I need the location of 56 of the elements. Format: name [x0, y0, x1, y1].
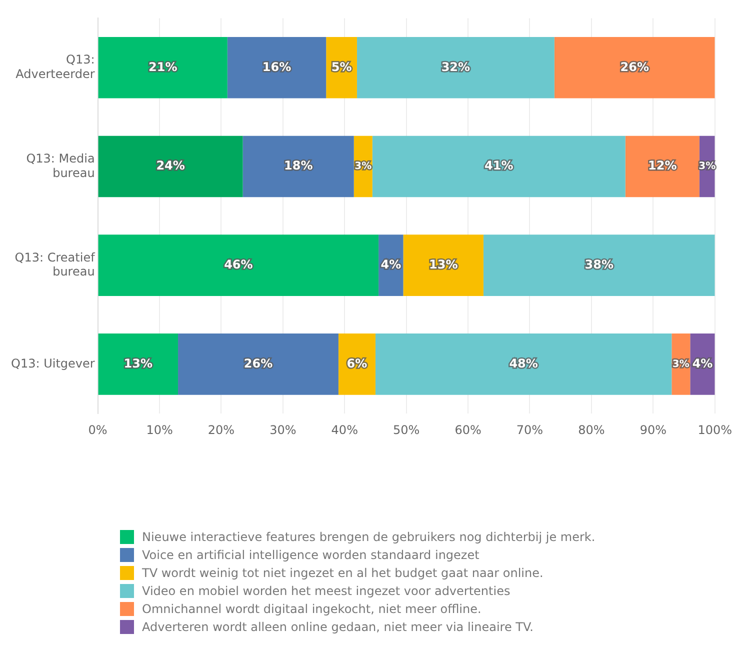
- bar: [625, 136, 700, 198]
- data-label: 46%: [224, 257, 253, 272]
- legend-label: Omnichannel wordt digitaal ingekocht, niet meer offline.: [142, 602, 482, 616]
- legend-label: TV wordt weinig tot niet ingezet en al het budget gaat naar online.: [142, 566, 544, 580]
- bar: [356, 36, 554, 98]
- bar: [483, 234, 715, 296]
- data-label: 38%: [584, 257, 614, 272]
- data-label: 6%: [346, 356, 368, 370]
- bar: [227, 36, 326, 98]
- bar: [98, 136, 243, 198]
- bar: [98, 334, 178, 395]
- y-tick-label: Q13: Adverteerder: [16, 52, 95, 81]
- x-tick-label: 100%: [698, 422, 732, 437]
- data-label: 3%: [672, 358, 690, 370]
- x-tick-label: 30%: [270, 422, 296, 437]
- data-label: 41%: [484, 158, 514, 173]
- data-label: 21%: [148, 60, 178, 74]
- x-tick-label: 10%: [146, 422, 173, 437]
- data-label: 16%: [262, 60, 292, 74]
- bar: [554, 36, 715, 98]
- bar: [338, 334, 376, 395]
- data-label: 4%: [692, 356, 713, 370]
- bar: [375, 334, 672, 395]
- data-label: 3%: [354, 161, 372, 172]
- bar: [98, 36, 228, 98]
- data-label: 26%: [244, 356, 273, 370]
- x-tick-label: 40%: [331, 422, 358, 437]
- x-tick-label: 60%: [454, 422, 482, 437]
- data-label: 4%: [380, 257, 402, 272]
- y-tick-label: Q13: Uitgever: [11, 356, 95, 370]
- y-tick-label: Q13: Media bureau: [26, 151, 95, 180]
- x-tick-label: 0%: [88, 422, 108, 437]
- data-label: 5%: [331, 60, 352, 74]
- x-tick-label: 20%: [208, 422, 235, 437]
- bar: [403, 234, 484, 296]
- x-tick-label: 70%: [516, 422, 544, 437]
- data-label: 12%: [648, 158, 677, 173]
- data-label: 13%: [428, 257, 458, 272]
- data-label: 48%: [509, 356, 538, 370]
- data-label: 26%: [620, 60, 649, 74]
- legend-label: Video en mobiel worden het meest ingezet voor advertenties: [142, 584, 510, 598]
- y-tick-label: Q13: Creatief bureau: [14, 250, 96, 279]
- data-label: 18%: [284, 158, 313, 173]
- x-tick-label: 90%: [640, 422, 666, 437]
- bar: [242, 136, 354, 198]
- data-label: 24%: [156, 158, 185, 173]
- legend-label: Nieuwe interactieve features brengen de gebruikers nog dichterbij je merk.: [142, 530, 596, 544]
- legend-label: Voice en artificial intelligence worden standaard ingezet: [142, 548, 480, 562]
- bar: [98, 234, 379, 296]
- x-tick-label: 50%: [392, 422, 420, 437]
- data-label: 13%: [124, 356, 153, 370]
- legend-label: Adverteren wordt alleen online gedaan, niet meer via lineaire TV.: [142, 620, 534, 634]
- data-label: 32%: [441, 60, 470, 74]
- bar: [372, 136, 626, 198]
- x-tick-label: 80%: [578, 422, 605, 437]
- bar: [178, 334, 338, 395]
